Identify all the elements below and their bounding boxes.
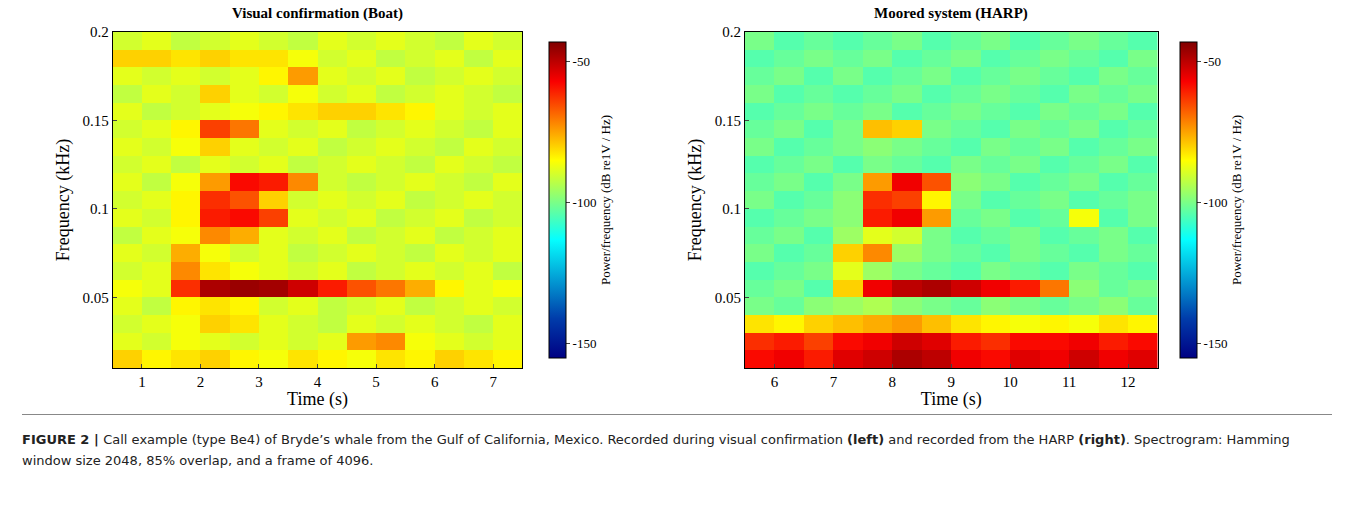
svg-text:-50: -50	[573, 54, 590, 69]
svg-text:8: 8	[889, 374, 897, 390]
svg-text:Frequency (kHz): Frequency (kHz)	[685, 139, 706, 261]
svg-text:11: 11	[1062, 374, 1076, 390]
svg-text:7: 7	[830, 374, 838, 390]
svg-text:Power/frequency (dB re1V / Hz): Power/frequency (dB re1V / Hz)	[598, 115, 613, 285]
svg-text:0.15: 0.15	[715, 113, 741, 129]
svg-text:3: 3	[255, 374, 263, 390]
svg-text:4: 4	[314, 374, 322, 390]
svg-text:0.05: 0.05	[715, 290, 741, 306]
svg-text:9: 9	[948, 374, 956, 390]
svg-text:Time (s): Time (s)	[287, 389, 348, 410]
svg-text:Time (s): Time (s)	[921, 389, 982, 410]
svg-text:-150: -150	[573, 336, 597, 351]
svg-text:5: 5	[372, 374, 380, 390]
svg-text:6: 6	[431, 374, 439, 390]
svg-text:1: 1	[138, 374, 146, 390]
svg-text:Power/frequency (dB re1V / Hz): Power/frequency (dB re1V / Hz)	[1229, 115, 1244, 285]
svg-text:-100: -100	[1204, 195, 1228, 210]
svg-text:7: 7	[489, 374, 497, 390]
svg-text:0.2: 0.2	[90, 24, 109, 40]
svg-text:6: 6	[771, 374, 779, 390]
svg-text:-100: -100	[573, 195, 597, 210]
html-text:FIGURE 2 | Call example (type: FIGURE 2 | Call example (type Be4) of Br…	[22, 432, 1290, 468]
svg-text:2: 2	[197, 374, 205, 390]
svg-text:-50: -50	[1204, 54, 1221, 69]
svg-text:0.05: 0.05	[82, 290, 108, 306]
svg-text:-150: -150	[1204, 336, 1228, 351]
svg-text:12: 12	[1121, 374, 1136, 390]
svg-text:0.1: 0.1	[722, 201, 741, 217]
svg-text:10: 10	[1003, 374, 1018, 390]
svg-text:0.15: 0.15	[82, 113, 108, 129]
svg-text:Moored system (HARP): Moored system (HARP)	[874, 5, 1028, 22]
svg-text:0.1: 0.1	[90, 201, 109, 217]
svg-text:Visual confirmation (Boat): Visual confirmation (Boat)	[232, 5, 403, 22]
svg-text:Frequency (kHz): Frequency (kHz)	[53, 139, 74, 261]
svg-text:0.2: 0.2	[722, 24, 741, 40]
